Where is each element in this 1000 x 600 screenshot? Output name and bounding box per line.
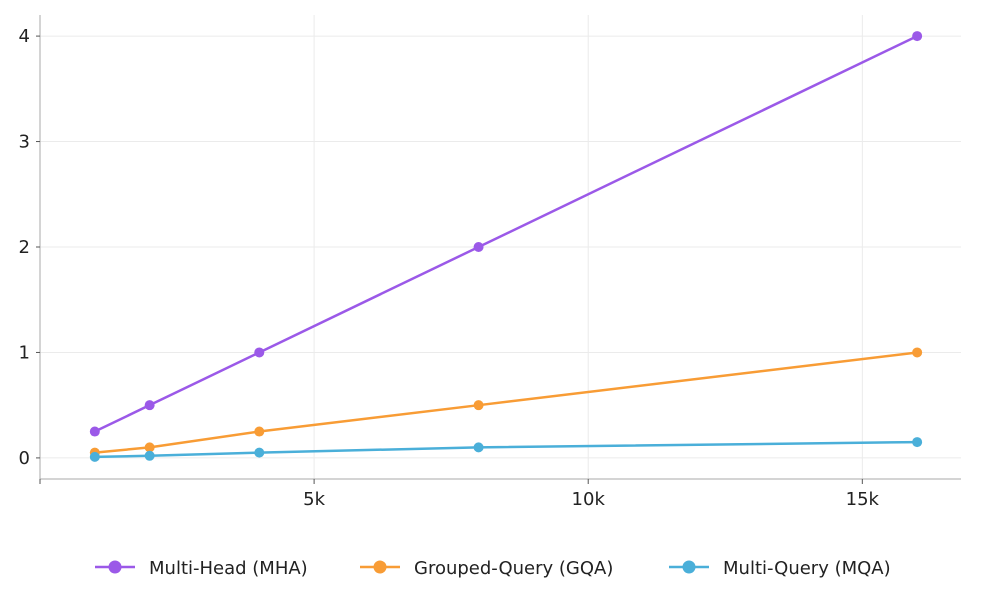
- y-tick-label: 1: [19, 342, 30, 363]
- legend-item: Grouped-Query (GQA): [360, 558, 613, 579]
- legend-marker: [373, 560, 387, 574]
- legend-marker: [108, 560, 122, 574]
- data-point: [89, 426, 100, 437]
- legend-label: Multi-Head (MHA): [149, 558, 308, 579]
- data-point: [912, 437, 923, 448]
- y-tick-label: 3: [19, 132, 30, 153]
- data-point: [144, 442, 155, 453]
- y-tick-label: 0: [19, 448, 30, 469]
- legend-item: Multi-Query (MQA): [669, 558, 891, 579]
- data-point: [144, 400, 155, 411]
- data-point: [473, 242, 484, 252]
- data-point: [473, 400, 484, 411]
- legend-label: Grouped-Query (GQA): [414, 558, 613, 579]
- data-point: [912, 347, 923, 358]
- series-2: [89, 437, 923, 462]
- legend: Multi-Head (MHA) Grouped-Query (GQA) Multi…: [95, 558, 891, 579]
- x-tick-label: 15k: [846, 489, 880, 510]
- y-tick-label: 4: [19, 26, 30, 47]
- data-point: [254, 426, 265, 437]
- x-tick-label: 10k: [572, 489, 606, 510]
- series-1: [89, 347, 923, 458]
- legend-item: Multi-Head (MHA): [95, 558, 308, 579]
- legend-label: Multi-Query (MQA): [723, 558, 891, 579]
- data-point: [144, 450, 155, 461]
- data-point: [254, 347, 265, 358]
- y-tick-label: 2: [19, 237, 30, 258]
- legend-marker: [682, 560, 696, 574]
- data-point: [473, 442, 484, 453]
- grid-lines: [40, 15, 961, 479]
- data-point: [89, 451, 100, 462]
- axes: 0 1 2 3 4 5k 10k 15k: [19, 15, 961, 510]
- series-group: [89, 31, 923, 462]
- data-point: [254, 447, 265, 458]
- series-line: [94, 351, 918, 454]
- series-line: [94, 34, 918, 433]
- series-line: [94, 440, 918, 459]
- series-0: [89, 31, 923, 437]
- x-tick-label: 5k: [303, 489, 325, 510]
- data-point: [912, 31, 923, 42]
